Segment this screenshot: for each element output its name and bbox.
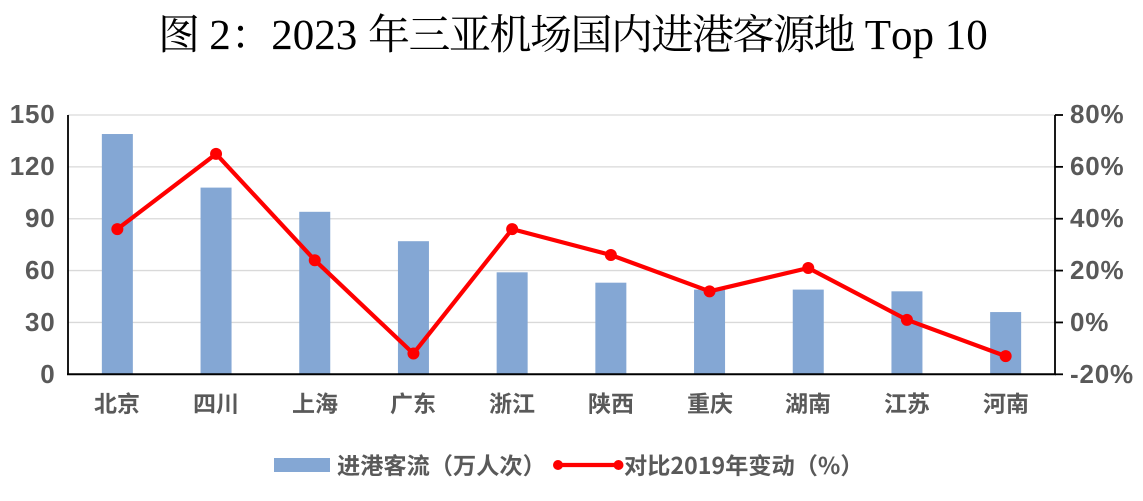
line-marker-北京 xyxy=(111,223,124,236)
right-axis-tick-label: 20% xyxy=(1070,255,1125,286)
left-axis-tick-label: 90 xyxy=(24,203,56,234)
bar-北京 xyxy=(101,134,133,375)
left-axis-tick-label: 30 xyxy=(24,306,56,337)
right-axis-tick-label: 40% xyxy=(1070,203,1125,234)
left-axis-tick-label: 0 xyxy=(40,358,56,389)
legend-bar-swatch xyxy=(274,457,330,473)
bar-重庆 xyxy=(694,289,726,375)
line-marker-河南 xyxy=(999,350,1012,363)
bar-浙江 xyxy=(496,272,528,375)
bar-湖南 xyxy=(792,289,824,375)
line-marker-浙江 xyxy=(506,223,519,236)
bar-四川 xyxy=(200,187,232,375)
line-marker-重庆 xyxy=(703,285,716,298)
right-axis-tick-label: 60% xyxy=(1070,151,1125,182)
left-axis-tick-label: 60 xyxy=(24,255,56,286)
legend-line-label xyxy=(624,453,864,485)
chart-title xyxy=(0,0,1143,70)
left-axis-tick-label: 150 xyxy=(9,99,56,130)
line-marker-湖南 xyxy=(802,261,815,274)
legend-bar-label xyxy=(337,453,546,485)
bar-上海 xyxy=(299,211,331,375)
line-marker-广东 xyxy=(407,347,420,360)
x-axis-label-上海 xyxy=(292,391,338,423)
line-marker-陕西 xyxy=(604,249,617,262)
left-axis-tick-label: 120 xyxy=(9,151,56,182)
x-axis-label-湖南 xyxy=(785,391,831,423)
x-axis-label-北京 xyxy=(94,391,140,423)
x-axis-label-广东 xyxy=(390,391,436,423)
right-axis-tick-label: -20% xyxy=(1070,358,1134,389)
right-axis-tick-label: 0% xyxy=(1070,306,1110,337)
right-axis-tick-label: 80% xyxy=(1070,99,1125,130)
line-marker-四川 xyxy=(210,147,223,160)
x-axis-label-浙江 xyxy=(489,391,535,423)
bar-江苏 xyxy=(891,291,923,375)
legend-line-sample xyxy=(552,459,623,470)
line-marker-上海 xyxy=(308,254,321,267)
x-axis-label-重庆 xyxy=(687,391,733,423)
x-axis-label-四川 xyxy=(193,391,239,423)
x-axis-label-江苏 xyxy=(884,391,930,423)
x-axis-label-河南 xyxy=(983,391,1029,423)
x-axis-label-陕西 xyxy=(588,391,634,423)
bar-河南 xyxy=(990,312,1022,375)
line-series xyxy=(115,151,1008,359)
bar-陕西 xyxy=(595,282,627,375)
line-marker-江苏 xyxy=(900,313,913,326)
